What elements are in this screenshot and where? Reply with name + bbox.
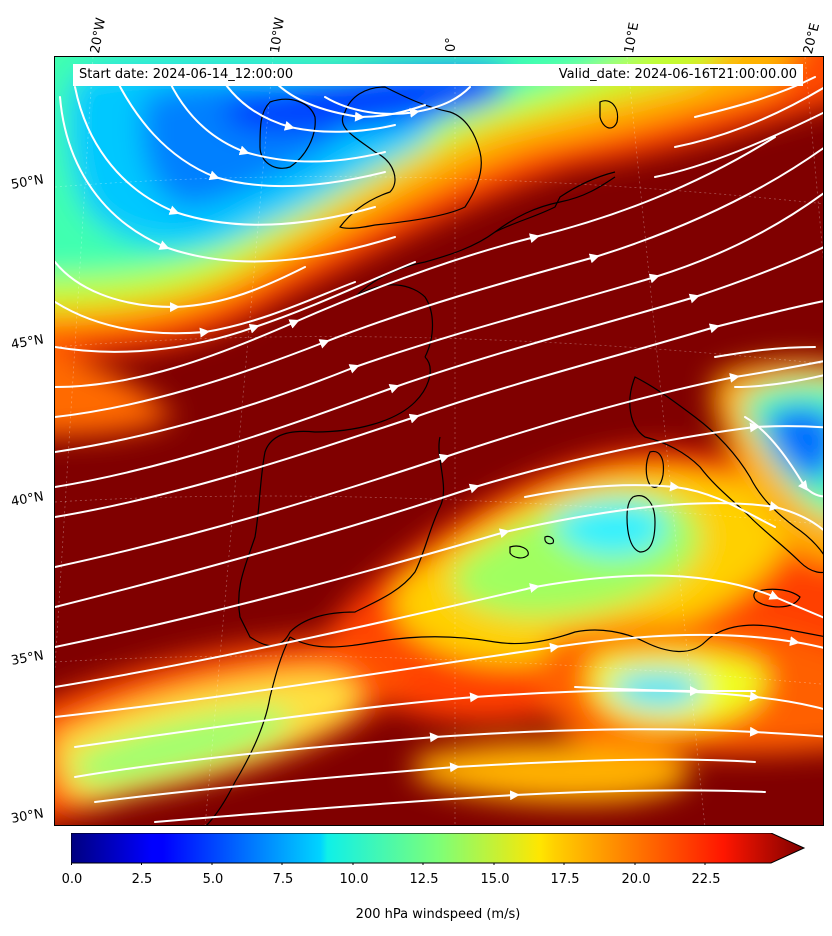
colorbar-tick-label: 17.5 [550,872,580,887]
lat-label-30n: 30°N [10,806,45,827]
colorbar-tick-label: 12.5 [409,872,439,887]
colorbar-label: 200 hPa windspeed (m/s) [355,907,521,922]
colorbar-ticks [71,863,706,865]
valid-date-text: Valid_date: 2024-06-16T21:00:00.00 [558,67,797,82]
colorbar-tick-label: 22.5 [691,872,721,887]
lon-label-10w: 10°W [268,16,288,55]
streamlines [55,66,823,823]
lon-label-20w: 20°W [88,16,110,55]
lon-label-0: 0° [444,37,459,52]
wind-field-map [55,57,823,825]
lat-label-50n: 50°N [10,172,45,193]
colorbar-tick-label: 5.0 [202,872,224,887]
colorbar-tick-label: 20.0 [621,872,651,887]
lon-label-10e: 10°E [622,21,643,55]
lat-label-45n: 45°N [10,332,45,353]
lat-label-40n: 40°N [10,489,45,510]
colorbar [71,833,806,865]
map-panel: Start date: 2024-06-14_12:00:00 Valid_da… [54,56,824,826]
colorbar-tick-label: 0.0 [61,872,83,887]
colorbar-tick-label: 7.5 [272,872,294,887]
info-banner: Start date: 2024-06-14_12:00:00 Valid_da… [73,64,803,86]
colorbar-tick-label: 10.0 [339,872,369,887]
start-date-text: Start date: 2024-06-14_12:00:00 [79,67,294,82]
lon-label-20e: 20°E [801,21,824,56]
colorbar-tick-label: 2.5 [131,872,153,887]
colorbar-tick-label: 15.0 [480,872,510,887]
lat-label-35n: 35°N [10,648,45,669]
